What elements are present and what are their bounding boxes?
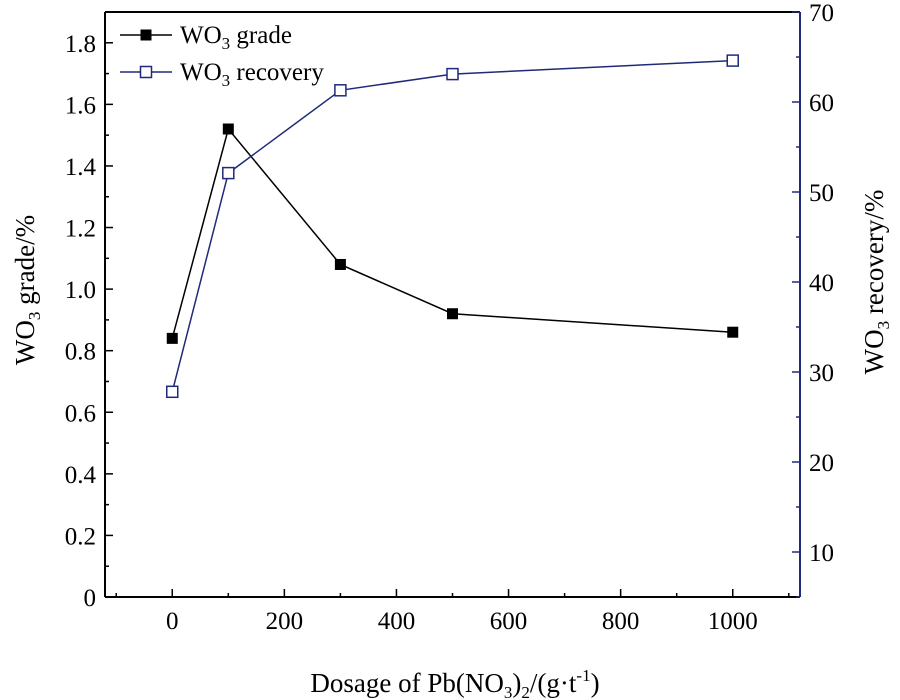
data-point-recovery — [726, 54, 739, 67]
y-left-tick-label: 0.2 — [65, 523, 96, 550]
y-right-tick-label: 10 — [809, 540, 834, 567]
data-point-recovery — [334, 84, 347, 97]
y-axis-right-title: WO3 recovery/% — [859, 190, 893, 375]
y-left-tick-label: 0.6 — [65, 400, 96, 427]
x-axis: 0 200 400 600 800 1000 — [115, 589, 790, 635]
data-point-grade — [166, 332, 178, 344]
data-point-grade — [334, 258, 346, 270]
y-right-tick-label: 20 — [809, 450, 834, 477]
y-right-tick-label: 30 — [809, 360, 834, 387]
x-tick-label: 1000 — [708, 608, 758, 635]
legend-marker-open-square — [139, 65, 153, 79]
y-axis-left-title: WO3 grade/% — [10, 215, 44, 365]
x-tick-label: 600 — [490, 608, 528, 635]
y-left-tick-label: 1.2 — [65, 216, 96, 243]
data-point-grade — [222, 123, 234, 135]
y-left-tick-label: 1.6 — [65, 92, 96, 119]
legend: WO3 grade WO3 recovery — [120, 22, 324, 90]
data-point-recovery — [222, 166, 235, 180]
y-left-tick-label: 0 — [84, 585, 97, 612]
y-left-tick-label: 0.4 — [65, 462, 97, 489]
y-left-tick-label: 1.0 — [65, 277, 96, 304]
legend-item-grade: WO3 grade — [120, 22, 292, 53]
data-point-grade — [727, 326, 739, 338]
y-right-tick-label: 60 — [809, 90, 834, 117]
svg-text:WO3 grade: WO3 grade — [180, 22, 292, 53]
x-tick-label: 0 — [166, 608, 179, 635]
x-tick-label: 800 — [602, 608, 640, 635]
x-tick-label: 400 — [378, 608, 416, 635]
x-tick-label: 200 — [266, 608, 304, 635]
y-right-tick-label: 50 — [809, 180, 834, 207]
series-line-grade — [171, 127, 733, 339]
y-axis-right: 10 20 30 40 50 60 70 — [792, 0, 834, 598]
plot-frame — [104, 11, 801, 598]
y-left-tick-label: 1.8 — [65, 31, 96, 58]
data-point-grade — [447, 308, 458, 320]
legend-item-recovery: WO3 recovery — [120, 59, 324, 90]
data-point-recovery — [166, 385, 179, 399]
y-left-tick-label: 1.4 — [65, 154, 97, 181]
series-layer — [166, 54, 739, 399]
data-point-recovery — [446, 67, 459, 81]
y-right-tick-label: 70 — [809, 0, 834, 27]
legend-marker-filled-square — [140, 29, 152, 41]
y-axis-left: 0 0.2 0.4 0.6 0.8 1.0 1.2 1.4 1.6 1.8 — [65, 31, 113, 612]
svg-text:WO3 recovery: WO3 recovery — [180, 59, 324, 90]
y-right-tick-label: 40 — [809, 270, 834, 297]
x-axis-title: Dosage of Pb(NO3)2/(g·t-1) — [310, 666, 599, 700]
series-line-recovery — [171, 59, 733, 392]
y-left-tick-label: 0.8 — [65, 339, 96, 366]
